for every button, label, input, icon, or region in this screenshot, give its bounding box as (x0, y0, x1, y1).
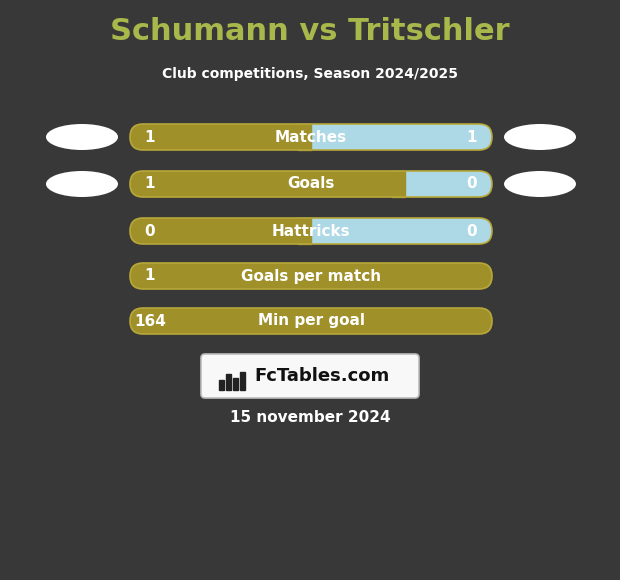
Text: Matches: Matches (275, 129, 347, 144)
Text: 1: 1 (144, 176, 155, 191)
Text: 1: 1 (467, 129, 477, 144)
FancyBboxPatch shape (130, 171, 492, 197)
Text: Min per goal: Min per goal (257, 314, 365, 328)
Polygon shape (298, 218, 311, 244)
Polygon shape (219, 380, 224, 390)
Polygon shape (226, 374, 231, 390)
FancyBboxPatch shape (130, 308, 492, 334)
Text: FcTables.com: FcTables.com (254, 367, 389, 385)
Text: 0: 0 (467, 176, 477, 191)
Text: Hattricks: Hattricks (272, 223, 350, 238)
FancyBboxPatch shape (130, 124, 311, 150)
FancyBboxPatch shape (130, 171, 405, 197)
Polygon shape (298, 124, 311, 150)
Polygon shape (233, 378, 238, 390)
Polygon shape (392, 171, 405, 197)
Ellipse shape (46, 171, 118, 197)
Text: Goals per match: Goals per match (241, 269, 381, 284)
FancyBboxPatch shape (130, 124, 492, 150)
Text: Goals: Goals (287, 176, 335, 191)
FancyBboxPatch shape (201, 354, 419, 398)
Ellipse shape (46, 124, 118, 150)
Text: 0: 0 (144, 223, 156, 238)
Text: Schumann vs Tritschler: Schumann vs Tritschler (110, 17, 510, 46)
Text: Club competitions, Season 2024/2025: Club competitions, Season 2024/2025 (162, 67, 458, 81)
Text: 164: 164 (134, 314, 166, 328)
Ellipse shape (504, 171, 576, 197)
Text: 1: 1 (144, 269, 155, 284)
Text: 1: 1 (144, 129, 155, 144)
FancyBboxPatch shape (130, 218, 311, 244)
FancyBboxPatch shape (130, 218, 492, 244)
Text: 0: 0 (467, 223, 477, 238)
FancyBboxPatch shape (130, 263, 492, 289)
Ellipse shape (504, 124, 576, 150)
Text: 15 november 2024: 15 november 2024 (229, 411, 391, 426)
Polygon shape (240, 372, 245, 390)
